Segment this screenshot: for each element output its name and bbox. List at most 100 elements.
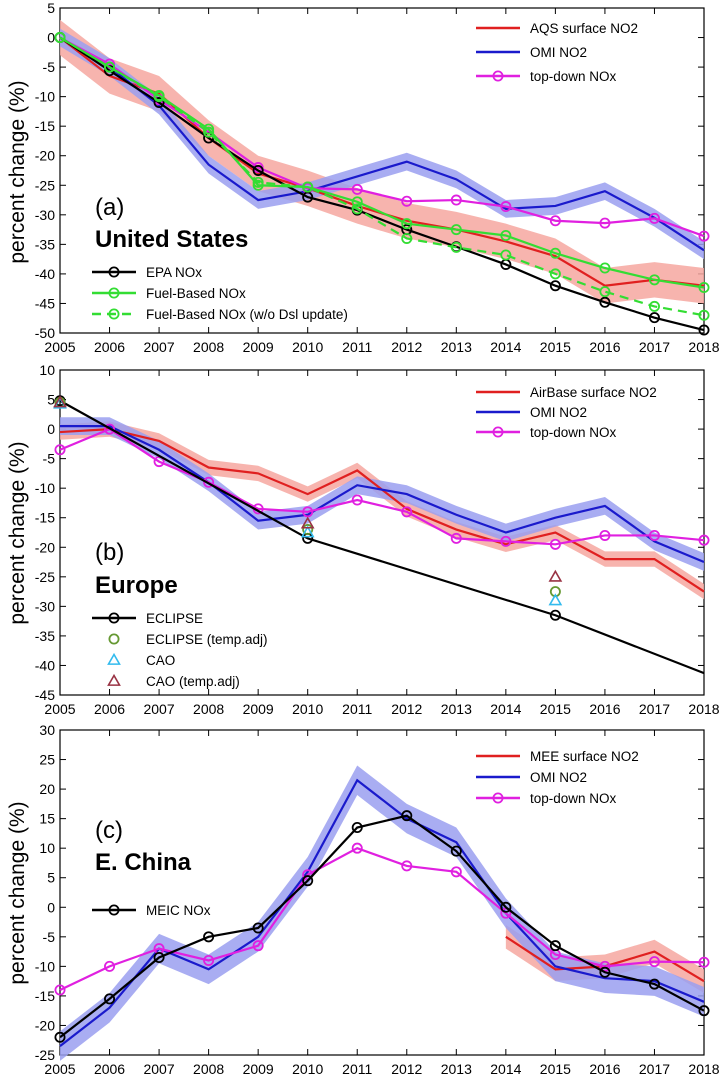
point-epa-nox <box>599 296 611 308</box>
point-fuel-based-nox-w-o-dsl-update <box>401 232 413 244</box>
legend-entry-top-down-nox: top-down NOx <box>476 791 617 806</box>
point-top-down-nox <box>203 954 215 966</box>
y-tick-label: -45 <box>35 687 55 703</box>
legend-label: ECLIPSE (temp.adj) <box>146 632 268 647</box>
point-meic-nox <box>351 822 363 834</box>
point-top-down-nox <box>599 217 611 229</box>
y-tick-label: -50 <box>35 325 55 341</box>
x-tick-label: 2005 <box>44 1061 75 1077</box>
y-tick-label: 0 <box>47 421 55 437</box>
x-tick-label: 2014 <box>490 1061 521 1077</box>
point-top-down-nox <box>698 230 710 242</box>
point-fuel-based-nox-w-o-dsl-update <box>500 249 512 261</box>
x-tick-label: 2013 <box>441 701 472 717</box>
point-fuel-based-nox-w-o-dsl-update <box>599 286 611 298</box>
point-top-down-nox <box>549 215 561 227</box>
point-fuel-based-nox-w-o-dsl-update <box>549 268 561 280</box>
y-tick-label: 5 <box>47 870 55 886</box>
x-tick-label: 2009 <box>243 701 274 717</box>
legend-marker <box>492 426 504 438</box>
x-tick-label: 2007 <box>143 339 174 355</box>
panel-c-frame <box>59 729 705 1056</box>
x-tick-label: 2015 <box>540 339 571 355</box>
panel-c-label: (c) <box>95 817 123 844</box>
line-top-down-nox <box>59 427 705 546</box>
band-aqs-surface-no2 <box>60 19 704 304</box>
point-fuel-based-nox-w-o-dsl-update <box>104 61 116 73</box>
point-fuel-based-nox <box>351 196 363 208</box>
x-tick-label: 2005 <box>44 701 75 717</box>
legend-entry-mee-surface-no2: MEE surface NO2 <box>476 749 639 764</box>
legend-entry-fuel-based-nox-w-o-dsl-update: Fuel-Based NOx (w/o Dsl update) <box>92 307 348 322</box>
y-tick-label: -20 <box>35 1017 55 1033</box>
line-omi-no2 <box>60 425 705 564</box>
y-tick-label: -15 <box>35 510 55 526</box>
point-epa-nox <box>549 280 561 292</box>
point-top-down-nox <box>599 960 611 972</box>
panel-a: (a) United States percent change (%) 5 0 -… <box>6 0 720 355</box>
point-epa-nox <box>252 164 264 176</box>
point-top-down-nox <box>599 529 611 541</box>
point-fuel-based-nox-w-o-dsl-update <box>153 91 165 103</box>
panel-c-ylabel: percent change (%) <box>6 801 29 984</box>
legend-entry-omi-no2: OMI NO2 <box>476 45 587 60</box>
point-fuel-based-nox-w-o-dsl-update <box>302 181 314 193</box>
point-cao <box>300 525 315 538</box>
point-meic-nox <box>252 922 264 934</box>
y-tick-label: -40 <box>35 266 55 282</box>
point-top-down-nox <box>401 506 413 518</box>
legend-entry-cao: CAO <box>107 652 175 668</box>
legend-marker <box>492 70 504 82</box>
point-meic-nox <box>104 993 116 1005</box>
band-omi-no2 <box>60 28 704 260</box>
point-top-down-nox <box>351 842 363 854</box>
point-top-down-nox <box>104 423 116 435</box>
point-cao-temp-adj <box>53 395 67 408</box>
point-top-down-nox <box>351 183 363 195</box>
x-tick-label: 2014 <box>490 701 521 717</box>
point-fuel-based-nox-w-o-dsl-update <box>648 300 660 312</box>
y-tick-label: 5 <box>47 392 55 408</box>
legend-entry-top-down-nox: top-down NOx <box>476 425 617 440</box>
y-tick-label: -25 <box>35 1047 55 1063</box>
x-tick-label: 2007 <box>143 701 174 717</box>
y-tick-label: 0 <box>47 30 55 46</box>
y-tick-label: 30 <box>39 722 55 738</box>
x-tick-label: 2010 <box>292 1061 323 1077</box>
legend-label: top-down NOx <box>530 791 617 806</box>
line-omi-no2 <box>59 36 705 252</box>
panel-a-label: (a) <box>95 194 124 221</box>
x-tick-label: 2018 <box>688 1061 719 1077</box>
point-meic-nox <box>401 810 413 822</box>
legend-entry-fuel-based-nox: Fuel-Based NOx <box>92 286 246 301</box>
x-tick-label: 2013 <box>441 339 472 355</box>
x-tick-label: 2009 <box>243 339 274 355</box>
x-tick-label: 2012 <box>391 339 422 355</box>
legend-marker <box>108 612 120 624</box>
point-top-down-nox <box>698 534 710 546</box>
legend-entry-eclipse: ECLIPSE <box>92 611 203 626</box>
line-fuel-based-nox <box>59 36 705 289</box>
point-cao <box>548 593 563 606</box>
point-top-down-nox <box>54 444 66 456</box>
y-tick-label: 10 <box>39 840 55 856</box>
point-fuel-based-nox <box>500 229 512 241</box>
x-tick-label: 2012 <box>391 1061 422 1077</box>
x-tick-label: 2010 <box>292 339 323 355</box>
point-meic-nox <box>500 901 512 913</box>
point-top-down-nox <box>648 212 660 224</box>
point-top-down-nox <box>302 506 314 518</box>
legend-marker <box>108 266 120 278</box>
panel-a-region: United States <box>95 226 248 253</box>
x-tick-label: 2009 <box>243 1061 274 1077</box>
legend-label: CAO (temp.adj) <box>146 674 240 689</box>
y-tick-label: 15 <box>39 811 55 827</box>
line-fuel-based-nox-w-o-dsl-update <box>59 36 705 317</box>
panel-b-legend: AirBase surface NO2 OMI NO2 top-down NOx EC… <box>92 385 657 689</box>
point-fuel-based-nox-w-o-dsl-update <box>252 176 264 188</box>
x-tick-label: 2005 <box>44 339 75 355</box>
point-eclipse-temp-adj <box>302 524 314 536</box>
legend-label: MEIC NOx <box>146 903 211 918</box>
